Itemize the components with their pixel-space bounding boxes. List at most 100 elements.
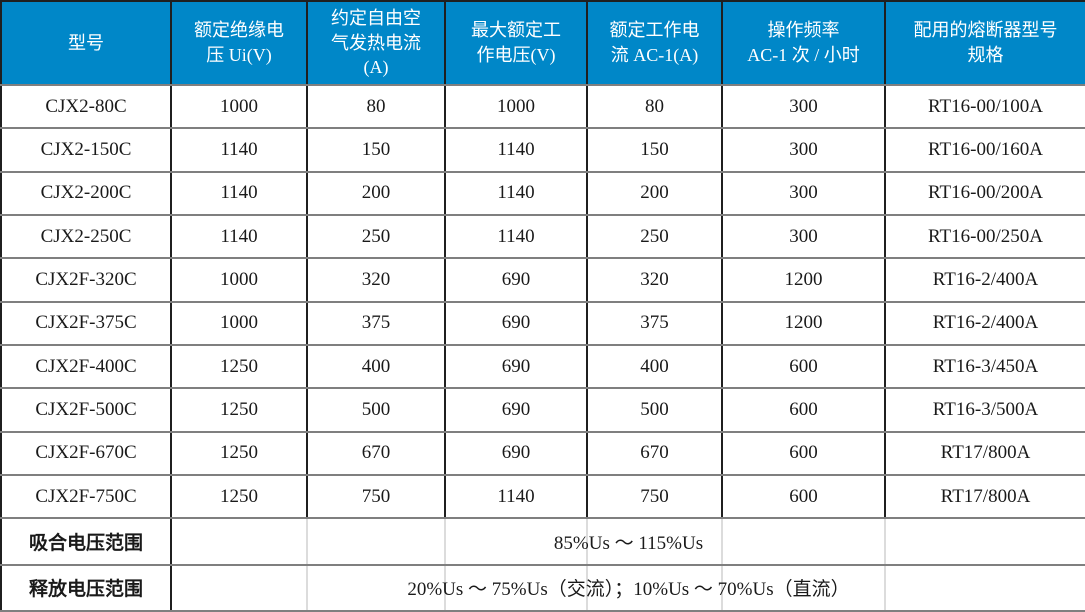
- cell-rated-working-current-ac1: 500: [586, 387, 723, 433]
- table-row: CJX2F-375C 1000 375 690 375 1200 RT16-2/400A: [0, 300, 1085, 346]
- cell-model: CJX2-250C: [0, 213, 172, 260]
- footer-value: 85%Us ～ 115%Us: [553, 532, 704, 554]
- cell-operating-frequency: 600: [721, 387, 886, 433]
- table-row: CJX2-200C 1140 200 1140 200 300 RT16-00/200A: [0, 170, 1085, 216]
- column-header-max-rated-working-voltage: 最大额定工 作电压(V): [444, 1, 588, 86]
- cell-fuse-model: RT16-3/450A: [884, 343, 1085, 390]
- faint-divider: [586, 520, 588, 563]
- table-row: CJX2F-500C 1250 500 690 500 600 RT16-3/500A: [0, 387, 1085, 433]
- cell-conventional-free-air-thermal-current: 250: [306, 213, 446, 260]
- cell-rated-insulation-voltage: 1250: [170, 387, 308, 433]
- cell-rated-working-current-ac1: 150: [586, 127, 723, 173]
- table-row: CJX2F-670C 1250 670 690 670 600 RT17/800A: [0, 430, 1085, 476]
- cell-model: CJX2-150C: [0, 127, 172, 173]
- cell-conventional-free-air-thermal-current: 150: [306, 127, 446, 173]
- faint-divider: [444, 520, 446, 563]
- cell-conventional-free-air-thermal-current: 320: [306, 257, 446, 303]
- cell-max-rated-working-voltage: 1140: [444, 473, 588, 520]
- faint-divider: [721, 566, 723, 609]
- faint-divider: [721, 520, 723, 563]
- table-row: CJX2F-400C 1250 400 690 400 600 RT16-3/450A: [0, 343, 1085, 390]
- cell-model: CJX2F-400C: [0, 343, 172, 390]
- cell-operating-frequency: 600: [721, 473, 886, 520]
- cell-max-rated-working-voltage: 690: [444, 300, 588, 346]
- footer-value-cell: 85%Us ～ 115%Us: [170, 517, 1085, 566]
- cell-fuse-model: RT16-3/500A: [884, 387, 1085, 433]
- table-row: CJX2-80C 1000 80 1000 80 300 RT16-00/100A: [0, 83, 1085, 130]
- cell-rated-insulation-voltage: 1000: [170, 83, 308, 130]
- cell-model: CJX2F-320C: [0, 257, 172, 303]
- cell-conventional-free-air-thermal-current: 200: [306, 170, 446, 216]
- cell-fuse-model: RT16-00/100A: [884, 83, 1085, 130]
- cell-operating-frequency: 600: [721, 343, 886, 390]
- cell-operating-frequency: 300: [721, 83, 886, 130]
- cell-model: CJX2F-375C: [0, 300, 172, 346]
- cell-conventional-free-air-thermal-current: 750: [306, 473, 446, 520]
- cell-rated-working-current-ac1: 375: [586, 300, 723, 346]
- cell-fuse-model: RT16-00/160A: [884, 127, 1085, 173]
- cell-operating-frequency: 300: [721, 213, 886, 260]
- column-header-fuse-model: 配用的熔断器型号 规格: [884, 1, 1085, 86]
- column-header-rated-insulation-voltage: 额定绝缘电 压 Ui(V): [170, 1, 308, 86]
- footer-label: 吸合电压范围: [0, 517, 172, 566]
- header-row: 型号 额定绝缘电 压 Ui(V) 约定自由空 气发热电流 (A) 最大额定工 作电压(…: [0, 1, 1085, 86]
- column-header-rated-working-current-ac1: 额定工作电 流 AC-1(A): [586, 1, 723, 86]
- cell-rated-insulation-voltage: 1250: [170, 430, 308, 476]
- cell-rated-working-current-ac1: 250: [586, 213, 723, 260]
- table-body: CJX2-80C 1000 80 1000 80 300 RT16-00/100A CJX2-…: [0, 83, 1085, 612]
- cell-rated-working-current-ac1: 320: [586, 257, 723, 303]
- cell-fuse-model: RT16-00/200A: [884, 170, 1085, 216]
- cell-max-rated-working-voltage: 690: [444, 257, 588, 303]
- footer-value: 20%Us ～ 75%Us（交流）；10%Us ～ 70%Us（直流）: [407, 579, 850, 601]
- cell-fuse-model: RT16-2/400A: [884, 257, 1085, 303]
- cell-rated-working-current-ac1: 670: [586, 430, 723, 476]
- footer-row-pull-in-voltage-range: 吸合电压范围 85%Us ～ 115%Us: [0, 517, 1085, 566]
- column-header-conventional-free-air-thermal-current: 约定自由空 气发热电流 (A): [306, 1, 446, 86]
- column-header-operating-frequency: 操作频率 AC-1 次 / 小时: [721, 1, 886, 86]
- cell-max-rated-working-voltage: 1140: [444, 170, 588, 216]
- cell-operating-frequency: 300: [721, 127, 886, 173]
- cell-conventional-free-air-thermal-current: 500: [306, 387, 446, 433]
- faint-divider: [586, 566, 588, 609]
- cell-conventional-free-air-thermal-current: 375: [306, 300, 446, 346]
- cell-max-rated-working-voltage: 1140: [444, 127, 588, 173]
- cell-operating-frequency: 600: [721, 430, 886, 476]
- cell-model: CJX2F-750C: [0, 473, 172, 520]
- footer-value-cell: 20%Us ～ 75%Us（交流）；10%Us ～ 70%Us（直流）: [170, 563, 1085, 612]
- cell-max-rated-working-voltage: 1000: [444, 83, 588, 130]
- cell-model: CJX2-80C: [0, 83, 172, 130]
- cell-rated-working-current-ac1: 400: [586, 343, 723, 390]
- cell-max-rated-working-voltage: 690: [444, 387, 588, 433]
- cell-rated-working-current-ac1: 80: [586, 83, 723, 130]
- cell-rated-insulation-voltage: 1000: [170, 300, 308, 346]
- cell-rated-working-current-ac1: 750: [586, 473, 723, 520]
- cell-rated-insulation-voltage: 1250: [170, 473, 308, 520]
- cell-rated-insulation-voltage: 1140: [170, 127, 308, 173]
- faint-divider: [306, 520, 308, 563]
- cell-max-rated-working-voltage: 1140: [444, 213, 588, 260]
- table-row: CJX2F-320C 1000 320 690 320 1200 RT16-2/400A: [0, 257, 1085, 303]
- cell-fuse-model: RT16-2/400A: [884, 300, 1085, 346]
- table-row: CJX2-250C 1140 250 1140 250 300 RT16-00/250A: [0, 213, 1085, 260]
- cell-rated-insulation-voltage: 1250: [170, 343, 308, 390]
- table-row: CJX2-150C 1140 150 1140 150 300 RT16-00/160A: [0, 127, 1085, 173]
- cell-rated-working-current-ac1: 200: [586, 170, 723, 216]
- faint-divider: [306, 566, 308, 609]
- cell-rated-insulation-voltage: 1000: [170, 257, 308, 303]
- cell-max-rated-working-voltage: 690: [444, 343, 588, 390]
- cell-model: CJX2-200C: [0, 170, 172, 216]
- table-row: CJX2F-750C 1250 750 1140 750 600 RT17/800A: [0, 473, 1085, 520]
- cell-rated-insulation-voltage: 1140: [170, 170, 308, 216]
- cell-conventional-free-air-thermal-current: 400: [306, 343, 446, 390]
- cell-operating-frequency: 1200: [721, 300, 886, 346]
- column-header-model: 型号: [0, 1, 172, 86]
- faint-divider: [444, 566, 446, 609]
- cell-conventional-free-air-thermal-current: 80: [306, 83, 446, 130]
- faint-divider: [884, 566, 886, 609]
- cell-model: CJX2F-670C: [0, 430, 172, 476]
- cell-model: CJX2F-500C: [0, 387, 172, 433]
- cell-operating-frequency: 300: [721, 170, 886, 216]
- cell-fuse-model: RT16-00/250A: [884, 213, 1085, 260]
- faint-divider: [884, 520, 886, 563]
